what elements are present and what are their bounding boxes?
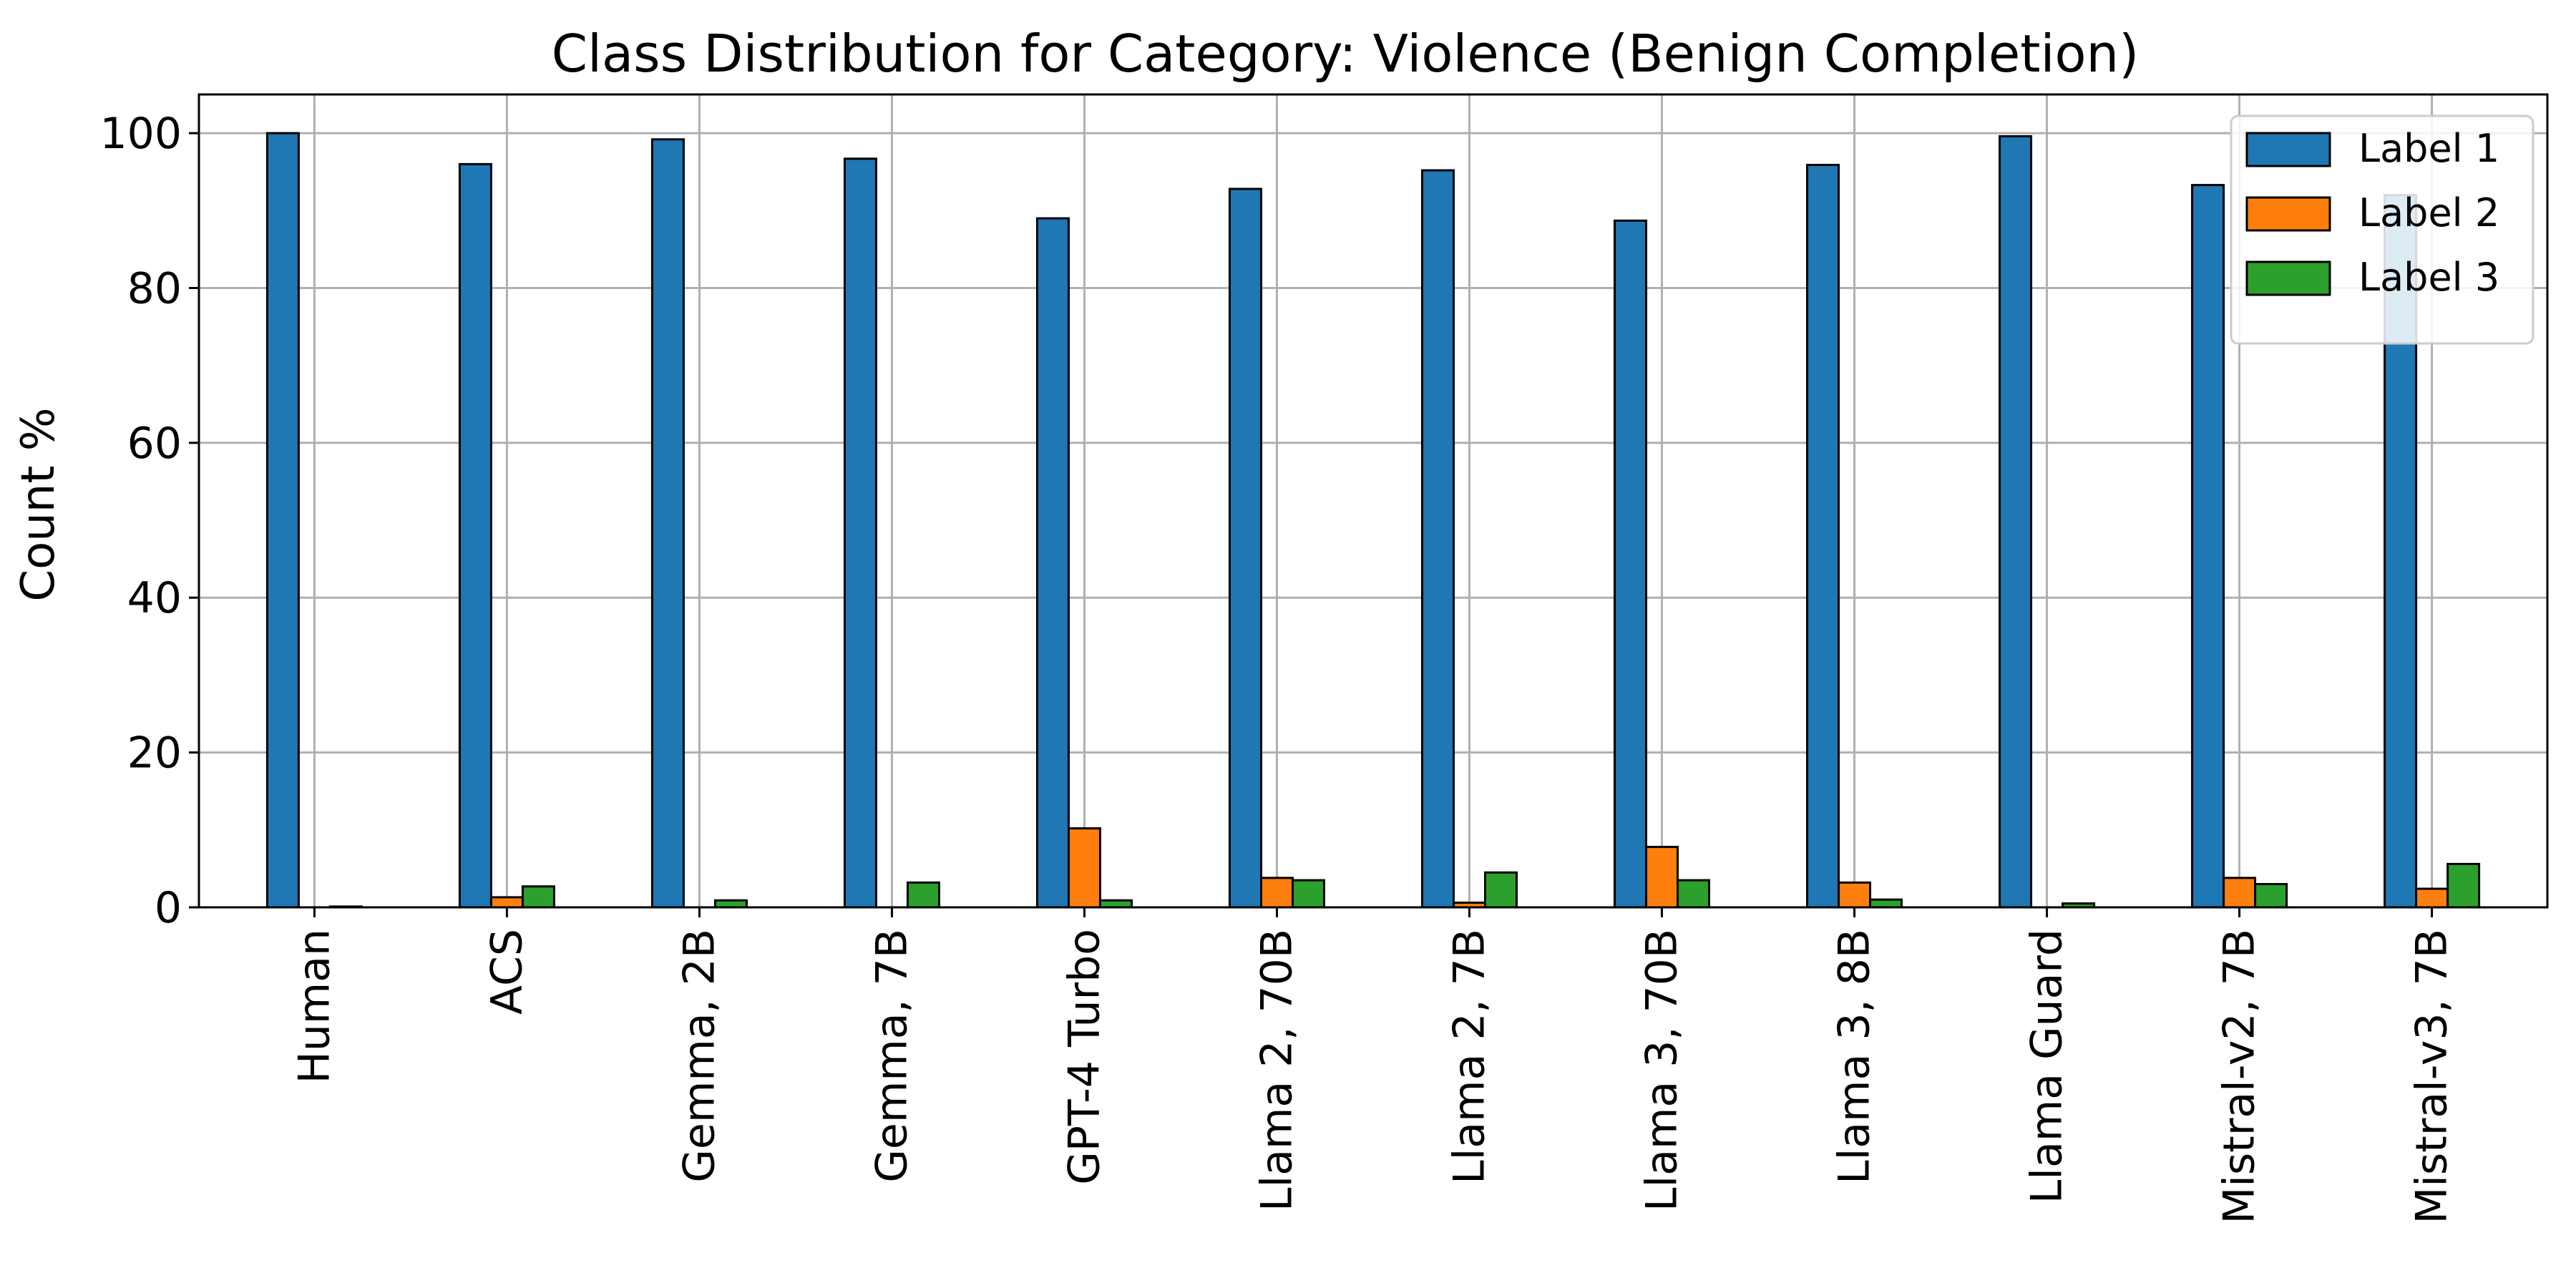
legend-label: Label 1	[2358, 126, 2499, 171]
bar-1-1	[458, 162, 492, 909]
x-tick-label: GPT-4 Turbo	[1059, 929, 1109, 1185]
legend-swatch	[2245, 260, 2331, 296]
bar-2-8	[1838, 881, 1872, 909]
y-tick-label: 0	[155, 883, 182, 933]
x-tick-label: Human	[289, 929, 339, 1083]
bar-1-3	[843, 157, 877, 909]
x-tick-label: ACS	[482, 929, 532, 1015]
bar-2-5	[1259, 877, 1294, 909]
x-tick-label: Mistral-v3, 7B	[2407, 929, 2457, 1224]
bar-1-8	[1806, 163, 1840, 909]
bar-3-7	[1677, 879, 1711, 909]
legend: Label 1 Label 2 Label 3	[2230, 114, 2534, 345]
legend-swatch	[2245, 132, 2331, 167]
y-tick-label: 100	[99, 109, 182, 159]
bar-3-11	[2446, 862, 2481, 909]
y-axis-label: Count %	[12, 407, 65, 601]
y-tick-label: 60	[127, 419, 182, 469]
legend-label: Label 3	[2358, 255, 2499, 300]
y-tick-label: 80	[127, 263, 182, 313]
bar-2-10	[2223, 877, 2257, 909]
bar-2-4	[1067, 827, 1101, 909]
x-axis: Human ACS Gemma, 2B Gemma, 7B GPT-4 Turbo Lla…	[289, 907, 2457, 1224]
plot-frame	[197, 93, 2549, 909]
y-tick-label: 40	[127, 573, 182, 623]
x-tick-label: Llama 3, 70B	[1637, 929, 1687, 1211]
x-tick-label: Llama 2, 7B	[1445, 929, 1495, 1184]
bar-1-2	[650, 138, 685, 909]
bar-1-4	[1035, 217, 1070, 909]
grid	[199, 94, 2547, 909]
legend-swatch	[2245, 196, 2331, 232]
bar-1-10	[2191, 184, 2225, 909]
bar-1-6	[1421, 169, 1455, 909]
bar-1-5	[1228, 187, 1262, 909]
bar-1-9	[1999, 135, 2033, 909]
bar-2-1	[489, 896, 524, 909]
bar-3-6	[1484, 871, 1518, 909]
x-tick-label: Gemma, 7B	[867, 929, 917, 1183]
bar-3-8	[1869, 898, 1903, 909]
bar-2-7	[1645, 846, 1679, 909]
bars	[265, 132, 2481, 909]
x-tick-label: Llama 2, 70B	[1252, 929, 1302, 1211]
bar-3-1	[521, 885, 555, 909]
x-tick-label: Gemma, 2B	[674, 929, 724, 1183]
y-tick-label: 20	[127, 728, 182, 779]
bar-3-3	[906, 881, 940, 909]
chart-title: Class Distribution for Category: Violenc…	[552, 24, 2139, 84]
bar-1-7	[1614, 219, 1648, 909]
x-tick-label: Llama Guard	[2022, 929, 2072, 1204]
bar-2-11	[2415, 887, 2449, 909]
x-tick-label: Mistral-v2, 7B	[2215, 929, 2265, 1224]
x-tick-label: Llama 3, 8B	[1830, 929, 1880, 1184]
legend-label: Label 2	[2358, 190, 2499, 235]
bar-1-0	[265, 132, 300, 909]
bar-3-10	[2254, 883, 2288, 909]
bar-3-5	[1291, 879, 1325, 909]
y-axis: 0 20 40 60 80 100	[99, 109, 199, 933]
